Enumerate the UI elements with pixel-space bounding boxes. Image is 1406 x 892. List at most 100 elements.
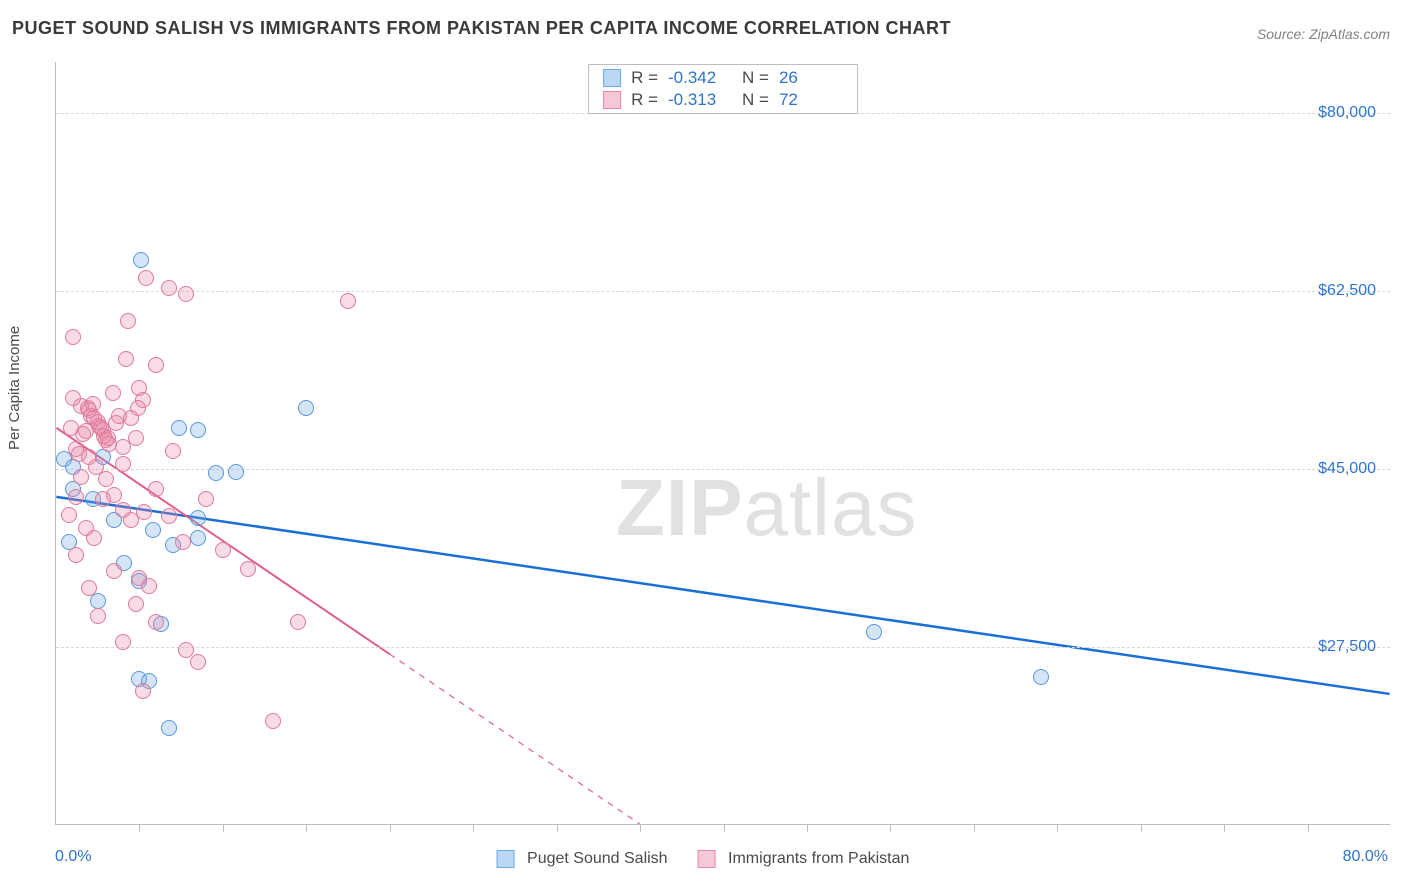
- data-point-series-1: [148, 481, 164, 497]
- r-value-0: -0.342: [668, 68, 732, 88]
- data-point-series-0: [145, 522, 161, 538]
- data-point-series-1: [165, 443, 181, 459]
- data-point-series-1: [240, 561, 256, 577]
- data-point-series-1: [115, 456, 131, 472]
- x-tick: [1057, 824, 1058, 832]
- x-axis-max-label: 80.0%: [1343, 848, 1388, 866]
- data-point-series-1: [106, 563, 122, 579]
- data-point-series-1: [161, 280, 177, 296]
- n-label: N =: [742, 90, 769, 110]
- data-point-series-1: [90, 608, 106, 624]
- data-point-series-1: [68, 489, 84, 505]
- data-point-series-1: [81, 580, 97, 596]
- legend-bottom-label-1: Immigrants from Pakistan: [728, 850, 909, 867]
- legend-item-1: Immigrants from Pakistan: [698, 850, 910, 868]
- source-attribution: Source: ZipAtlas.com: [1257, 26, 1390, 42]
- data-point-series-0: [228, 464, 244, 480]
- data-point-series-1: [148, 614, 164, 630]
- x-tick: [890, 824, 891, 832]
- legend-swatch-1: [603, 91, 621, 109]
- data-point-series-1: [65, 329, 81, 345]
- x-tick: [807, 824, 808, 832]
- data-point-series-1: [65, 390, 81, 406]
- data-point-series-1: [178, 286, 194, 302]
- n-label: N =: [742, 68, 769, 88]
- data-point-series-1: [95, 491, 111, 507]
- x-axis-min-label: 0.0%: [55, 848, 91, 866]
- data-point-series-1: [63, 420, 79, 436]
- data-point-series-0: [90, 593, 106, 609]
- legend-row-series-1: R = -0.313 N = 72: [603, 89, 843, 111]
- gridline: [56, 647, 1390, 648]
- trend-lines-svg: [56, 62, 1390, 824]
- gridline: [56, 291, 1390, 292]
- correlation-legend: R = -0.342 N = 26 R = -0.313 N = 72: [588, 64, 858, 114]
- n-value-1: 72: [779, 90, 843, 110]
- data-point-series-1: [141, 578, 157, 594]
- data-point-series-1: [340, 293, 356, 309]
- data-point-series-0: [190, 510, 206, 526]
- data-point-series-1: [123, 410, 139, 426]
- data-point-series-1: [136, 504, 152, 520]
- legend-bottom-label-0: Puget Sound Salish: [527, 850, 668, 867]
- legend-swatch-0: [603, 69, 621, 87]
- x-tick: [724, 824, 725, 832]
- data-point-series-1: [85, 396, 101, 412]
- data-point-series-1: [175, 534, 191, 550]
- chart-container: PUGET SOUND SALISH VS IMMIGRANTS FROM PA…: [0, 0, 1406, 892]
- data-point-series-1: [265, 713, 281, 729]
- n-value-0: 26: [779, 68, 843, 88]
- x-tick: [974, 824, 975, 832]
- x-tick: [1224, 824, 1225, 832]
- gridline: [56, 469, 1390, 470]
- data-point-series-1: [138, 270, 154, 286]
- x-tick: [390, 824, 391, 832]
- x-tick: [139, 824, 140, 832]
- series-legend: Puget Sound Salish Immigrants from Pakis…: [497, 850, 910, 868]
- data-point-series-1: [105, 385, 121, 401]
- x-tick: [473, 824, 474, 832]
- data-point-series-0: [866, 624, 882, 640]
- legend-bottom-swatch-0: [497, 850, 515, 868]
- data-point-series-0: [171, 420, 187, 436]
- data-point-series-1: [128, 596, 144, 612]
- data-point-series-1: [215, 542, 231, 558]
- y-axis-label: Per Capita Income: [6, 326, 23, 450]
- x-tick: [1141, 824, 1142, 832]
- y-tick-label: $45,000: [1318, 460, 1376, 478]
- data-point-series-1: [135, 683, 151, 699]
- data-point-series-1: [73, 469, 89, 485]
- r-value-1: -0.313: [668, 90, 732, 110]
- data-point-series-0: [190, 422, 206, 438]
- data-point-series-0: [190, 530, 206, 546]
- data-point-series-0: [161, 720, 177, 736]
- x-tick: [223, 824, 224, 832]
- legend-row-series-0: R = -0.342 N = 26: [603, 67, 843, 89]
- watermark-rest: atlas: [743, 463, 917, 552]
- data-point-series-1: [115, 634, 131, 650]
- data-point-series-1: [61, 507, 77, 523]
- watermark-bold: ZIP: [616, 463, 743, 552]
- legend-item-0: Puget Sound Salish: [497, 850, 668, 868]
- y-tick-label: $27,500: [1318, 638, 1376, 656]
- data-point-series-1: [148, 357, 164, 373]
- data-point-series-1: [190, 654, 206, 670]
- data-point-series-0: [298, 400, 314, 416]
- x-tick: [640, 824, 641, 832]
- data-point-series-1: [120, 313, 136, 329]
- r-label: R =: [631, 68, 658, 88]
- x-tick: [306, 824, 307, 832]
- data-point-series-1: [128, 430, 144, 446]
- data-point-series-0: [133, 252, 149, 268]
- data-point-series-1: [86, 530, 102, 546]
- chart-title: PUGET SOUND SALISH VS IMMIGRANTS FROM PA…: [12, 18, 951, 39]
- y-tick-label: $62,500: [1318, 282, 1376, 300]
- data-point-series-1: [290, 614, 306, 630]
- data-point-series-1: [108, 415, 124, 431]
- data-point-series-1: [161, 508, 177, 524]
- data-point-series-1: [198, 491, 214, 507]
- watermark: ZIPatlas: [616, 462, 917, 554]
- data-point-series-0: [208, 465, 224, 481]
- data-point-series-1: [118, 351, 134, 367]
- legend-bottom-swatch-1: [698, 850, 716, 868]
